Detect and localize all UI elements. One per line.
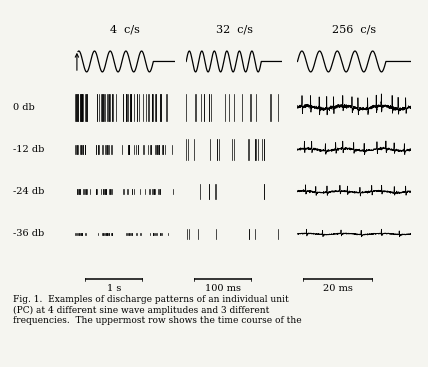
- Text: 100 ms: 100 ms: [205, 284, 241, 294]
- Text: Fig. 1.  Examples of discharge patterns of an individual unit
(PC) at 4 differen: Fig. 1. Examples of discharge patterns o…: [13, 295, 301, 326]
- Text: -24 db: -24 db: [13, 187, 44, 196]
- Text: 32  c/s: 32 c/s: [216, 25, 253, 35]
- Text: 256  c/s: 256 c/s: [332, 25, 376, 35]
- Text: 0 db: 0 db: [13, 103, 35, 112]
- Text: -36 db: -36 db: [13, 229, 44, 239]
- Text: 20 ms: 20 ms: [323, 284, 353, 294]
- Text: 1 s: 1 s: [107, 284, 121, 294]
- Text: -12 db: -12 db: [13, 145, 44, 154]
- Text: 4  c/s: 4 c/s: [110, 25, 140, 35]
